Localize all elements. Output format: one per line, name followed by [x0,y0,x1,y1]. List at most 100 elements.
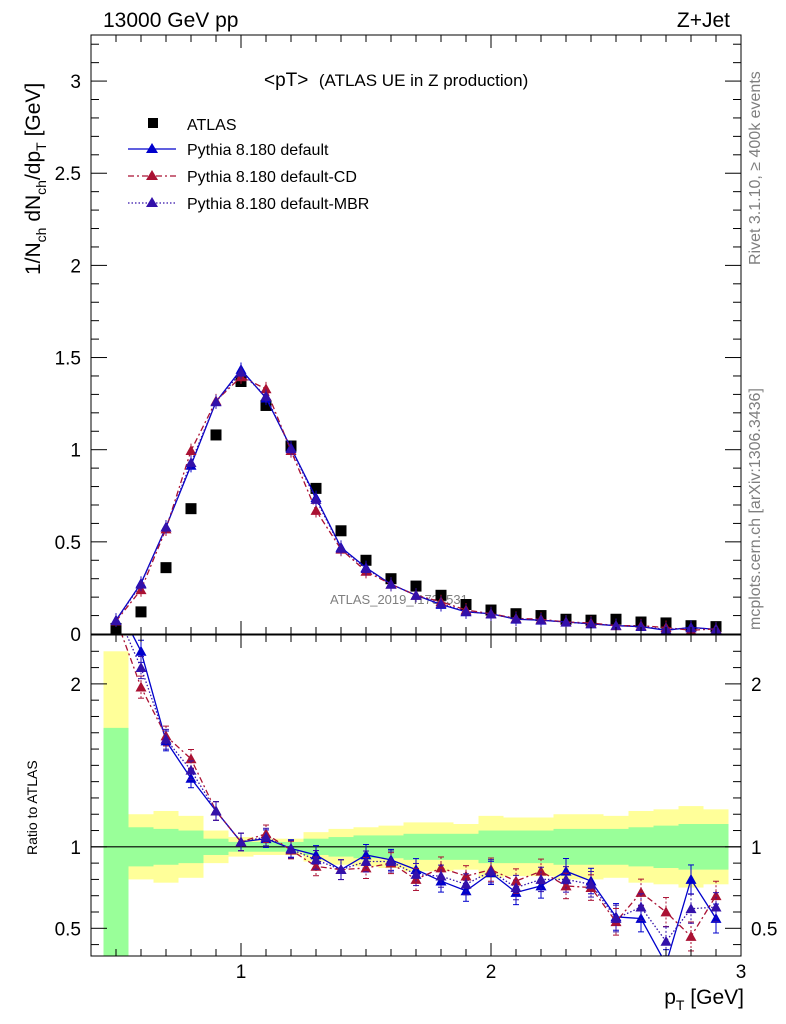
data-point-series-3 [410,589,422,600]
ratio-point-series-2 [635,901,647,912]
legend-marker-default [146,143,158,153]
data-point-atlas [410,580,422,592]
ratio-point-series-2 [235,836,247,847]
data-point-atlas [160,562,172,574]
data-point-atlas [185,503,197,515]
y-tick-label-right: 1 [751,838,762,859]
ratio-point-series-2 [535,873,547,884]
data-point-series-2 [310,505,322,515]
main-plot-panel: ATLAS_2019_I1736531 0 0.5 1 1.5 2 2.5 3 <pT> (… [22,34,742,646]
data-point-series-3 [385,578,397,589]
x-tick-label: 1 [236,962,247,983]
legend-entry-default-cd: Pythia 8.180 default-CD [128,169,357,186]
ratio-point-series-1 [635,886,647,897]
y-tick-label: 3 [70,72,81,93]
ratio-point-series-0 [661,959,672,969]
data-point-series-3 [485,608,497,619]
ratio-point-series-2 [585,878,597,889]
ratio-point-series-1 [435,862,447,873]
header-right-label: Z+Jet [677,9,730,32]
ratio-point-series-1 [685,930,697,941]
data-point-atlas [335,525,347,537]
data-point-atlas [260,399,272,411]
ratio-point-series-1 [560,880,572,891]
main-plot-data [110,362,722,634]
ratio-point-series-2 [685,903,697,914]
legend-entry-atlas: ATLAS [148,117,237,134]
y-tick-label: 2 [70,675,81,696]
data-point-series-3 [435,598,447,608]
ratio-point-series-2 [260,831,272,842]
ratio-point-series-2 [710,901,722,912]
y-tick-label: 0 [70,625,81,646]
ratio-point-series-2 [435,870,447,881]
data-point-series-2 [185,445,197,456]
legend-label-default-mbr: Pythia 8.180 default-MBR [187,196,369,213]
data-point-series-3 [535,614,547,625]
ratio-point-series-2 [160,733,172,744]
rivet-version-label: Rivet 3.1.10, ≥ 400k events [747,71,764,265]
x-axis-label: pT [GeV] [664,986,744,1013]
ratio-point-series-2 [560,873,572,884]
data-point-series-3 [460,606,472,616]
data-point-series-3 [260,390,272,401]
ratio-y-axis-label: Ratio to ATLAS [24,760,40,855]
y-tick-label: 1.5 [55,349,81,370]
ratio-point-series-2 [310,854,322,865]
y-tick-label: 1 [70,441,81,462]
data-point-series-3 [135,578,147,589]
data-point-series-3 [635,620,647,631]
ratio-point-series-2 [185,764,197,775]
data-point-series-3 [610,620,622,630]
data-point-series-3 [510,613,522,624]
ratio-point-series-2 [610,913,622,923]
ratio-point-series-2 [660,935,672,946]
ratio-point-series-2 [410,869,422,879]
data-point-atlas [360,554,372,566]
data-point-series-3 [560,616,572,627]
legend-marker-default-mbr [146,197,158,207]
legend-entry-default: Pythia 8.180 default [128,142,329,159]
legend-label-default: Pythia 8.180 default [187,142,329,159]
ratio-point-series-2 [385,855,397,866]
y-tick-label: 2.5 [55,164,81,185]
ratio-point-series-2 [460,878,472,889]
y-tick-label: 0.5 [55,919,81,940]
watermark-label: ATLAS_2019_I1736531 [330,592,468,607]
data-point-series-3 [185,457,197,467]
ratio-point-series-2 [485,865,497,876]
legend-marker-default-cd [146,170,158,180]
data-point-series-3 [210,396,222,407]
ratio-point-series-0 [685,873,697,884]
main-plot-axes: 0 0.5 1 1.5 2 2.5 3 [55,35,742,646]
y-tick-label: 1 [70,838,81,859]
data-point-series-3 [585,618,597,629]
ratio-point-series-2 [285,843,297,854]
legend-marker-atlas [148,118,158,128]
plot-title-main: <pT> [264,70,308,91]
data-point-series-3 [285,443,297,454]
ratio-point-series-0 [360,849,372,860]
mcplots-label: mcplots.cern.ch [arXiv:1306.3436] [747,388,764,630]
y-axis-label: 1/Nch dNch/dpT [GeV] [22,83,49,275]
data-point-series-3 [360,563,372,573]
ratio-plot-axes: 1 2 3 0.5 0.5 1 1 2 2 [55,635,777,983]
ratio-point-series-2 [335,864,347,875]
ratio-point-series-1 [535,865,547,876]
ratio-plot-data [91,635,741,969]
data-point-series-3 [110,615,122,626]
x-tick-label: 3 [736,962,747,983]
ratio-plot-panel: 1 2 3 0.5 0.5 1 1 2 2 Ratio to ATLAS pT [GeV] [24,634,777,1013]
data-point-series-3 [310,493,322,504]
y-tick-label-right: 0.5 [751,919,777,940]
ratio-point-series-1 [660,906,672,917]
legend-entry-default-mbr: Pythia 8.180 default-MBR [128,196,369,213]
ratio-point-series-2 [510,882,522,892]
y-tick-label-right: 2 [751,675,762,696]
y-tick-label: 0.5 [55,533,81,554]
ratio-point-series-1 [135,681,147,692]
ratio-point-series-2 [135,662,147,672]
data-point-series-2 [260,383,272,394]
x-tick-label: 2 [486,962,497,983]
